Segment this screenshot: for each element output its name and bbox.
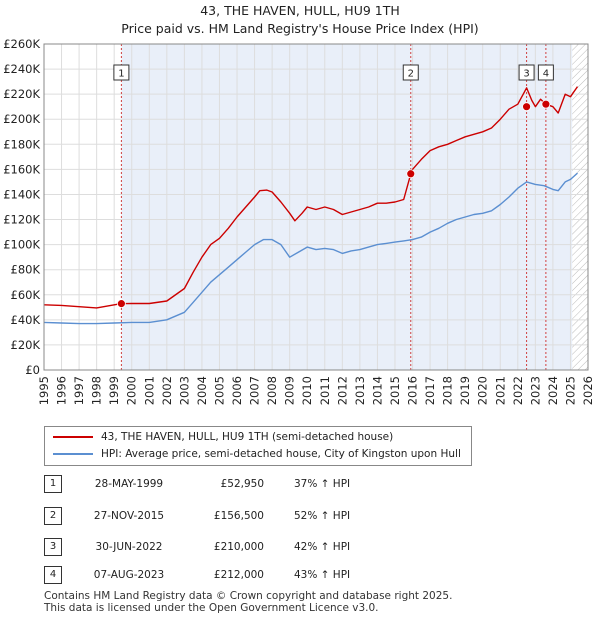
legend-label-hpi: HPI: Average price, semi-detached house,… xyxy=(101,448,461,460)
sale-hpi-change: 42% ↑ HPI xyxy=(294,541,351,553)
sale-badge: 3 xyxy=(44,538,62,556)
x-tick-label: 1999 xyxy=(107,376,121,405)
sale-marker-label: 2 xyxy=(408,69,414,80)
legend-swatch-hpi xyxy=(53,453,93,455)
sale-marker-label: 3 xyxy=(523,69,529,80)
sale-date: 28-MAY-1999 xyxy=(94,478,164,490)
x-tick-label: 2017 xyxy=(423,376,437,405)
y-tick-label: £140K xyxy=(3,187,40,201)
x-tick-label: 1995 xyxy=(37,376,51,405)
sale-price: £52,950 xyxy=(220,478,264,490)
footer: Contains HM Land Registry data © Crown c… xyxy=(44,590,584,614)
x-tick-label: 2020 xyxy=(476,376,490,405)
y-tick-label: £100K xyxy=(3,238,40,252)
legend-swatch-property xyxy=(53,436,93,438)
ownership-shade xyxy=(526,44,546,370)
sale-marker-box xyxy=(518,64,535,81)
sale-point xyxy=(116,299,126,309)
plot-border xyxy=(43,43,589,371)
sale-hpi-change: 52% ↑ HPI xyxy=(294,510,351,522)
y-tick-label: £40K xyxy=(11,313,41,327)
y-tick-label: £240K xyxy=(3,62,40,76)
x-tick-label: 2001 xyxy=(142,376,156,405)
footer-copyright: Contains HM Land Registry data © Crown c… xyxy=(44,590,453,602)
x-tick-label: 2016 xyxy=(406,376,420,405)
legend-item-property: 43, THE HAVEN, HULL, HU9 1TH (semi-detac… xyxy=(53,429,393,445)
price-chart: £0 £20K £40K £60K £80K £100K £120K £140K £160K £1… xyxy=(3,37,595,405)
y-tick-label: £160K xyxy=(3,162,40,176)
chart-title: 43, THE HAVEN, HULL, HU9 1TH Price paid … xyxy=(0,2,600,38)
x-tick-label: 1997 xyxy=(72,376,86,405)
y-tick-label: £20K xyxy=(11,338,41,352)
sale-point xyxy=(406,169,416,179)
x-tick-label: 1996 xyxy=(55,376,69,405)
ownership-shade xyxy=(410,44,527,370)
property-price-line xyxy=(43,86,579,309)
x-tick-label: 2002 xyxy=(160,376,174,405)
x-tick-label: 2026 xyxy=(581,376,595,405)
sale-date: 30-JUN-2022 xyxy=(95,541,163,553)
x-tick-label: 2004 xyxy=(195,376,209,405)
sale-price: £212,000 xyxy=(213,569,264,581)
sale-marker-label: 1 xyxy=(118,69,124,80)
sale-point xyxy=(522,102,531,112)
sale-hpi-change: 37% ↑ HPI xyxy=(294,478,351,490)
legend-item-hpi: HPI: Average price, semi-detached house,… xyxy=(53,446,461,462)
x-tick-label: 2005 xyxy=(212,376,226,405)
future-hatch xyxy=(572,44,588,370)
x-tick-label: 2011 xyxy=(318,376,332,405)
sale-date: 07-AUG-2023 xyxy=(93,569,165,581)
y-tick-label: £220K xyxy=(3,87,40,101)
x-tick-label: 2018 xyxy=(441,376,455,405)
x-tick-label: 2024 xyxy=(546,376,560,405)
x-tick-label: 2009 xyxy=(283,376,297,405)
sale-point xyxy=(541,99,551,109)
y-tick-label: £200K xyxy=(3,112,40,126)
sale-marker-box xyxy=(113,64,130,81)
y-tick-label: £260K xyxy=(3,37,40,51)
x-tick-label: 2008 xyxy=(265,376,279,405)
x-tick-label: 2015 xyxy=(388,376,402,405)
x-tick-label: 2007 xyxy=(248,376,262,405)
y-tick-label: £0 xyxy=(25,363,40,377)
ownership-shade xyxy=(545,44,573,370)
x-tick-label: 2013 xyxy=(353,376,367,405)
x-tick-label: 2003 xyxy=(177,376,191,405)
sale-price: £210,000 xyxy=(213,541,264,553)
x-tick-label: 2021 xyxy=(493,376,507,405)
x-tick-label: 2023 xyxy=(528,376,542,405)
ownership-shade xyxy=(121,44,411,370)
sale-badge: 4 xyxy=(44,566,62,584)
x-tick-label: 2014 xyxy=(370,376,384,405)
footer-licence: This data is licensed under the Open Gov… xyxy=(44,602,379,614)
sale-marker-box xyxy=(537,64,554,81)
legend-label-property: 43, THE HAVEN, HULL, HU9 1TH (semi-detac… xyxy=(101,431,394,443)
x-tick-label: 2006 xyxy=(230,376,244,405)
sale-marker-box xyxy=(402,64,419,81)
y-tick-label: £80K xyxy=(11,263,41,277)
x-tick-label: 1998 xyxy=(90,376,104,405)
x-tick-label: 2019 xyxy=(458,376,472,405)
x-tick-label: 2012 xyxy=(335,376,349,405)
sale-badge: 1 xyxy=(44,475,62,493)
sale-price: £156,500 xyxy=(213,510,264,522)
chart-legend: 43, THE HAVEN, HULL, HU9 1TH (semi-detac… xyxy=(44,426,472,466)
sale-badge: 2 xyxy=(44,507,62,525)
x-tick-label: 2010 xyxy=(300,376,314,405)
x-tick-label: 2025 xyxy=(563,376,577,405)
x-tick-label: 2000 xyxy=(125,376,139,405)
y-tick-label: £180K xyxy=(3,137,40,151)
sale-hpi-change: 43% ↑ HPI xyxy=(294,569,351,581)
sale-date: 27-NOV-2015 xyxy=(93,510,165,522)
chart-subtitle: Price paid vs. HM Land Registry's House … xyxy=(121,21,479,36)
hpi-line xyxy=(43,172,578,325)
y-tick-label: £120K xyxy=(3,213,40,227)
chart-title-text: 43, THE HAVEN, HULL, HU9 1TH xyxy=(200,3,400,18)
y-tick-label: £60K xyxy=(11,288,41,302)
x-tick-label: 2022 xyxy=(511,376,525,405)
sale-marker-label: 4 xyxy=(543,69,549,80)
